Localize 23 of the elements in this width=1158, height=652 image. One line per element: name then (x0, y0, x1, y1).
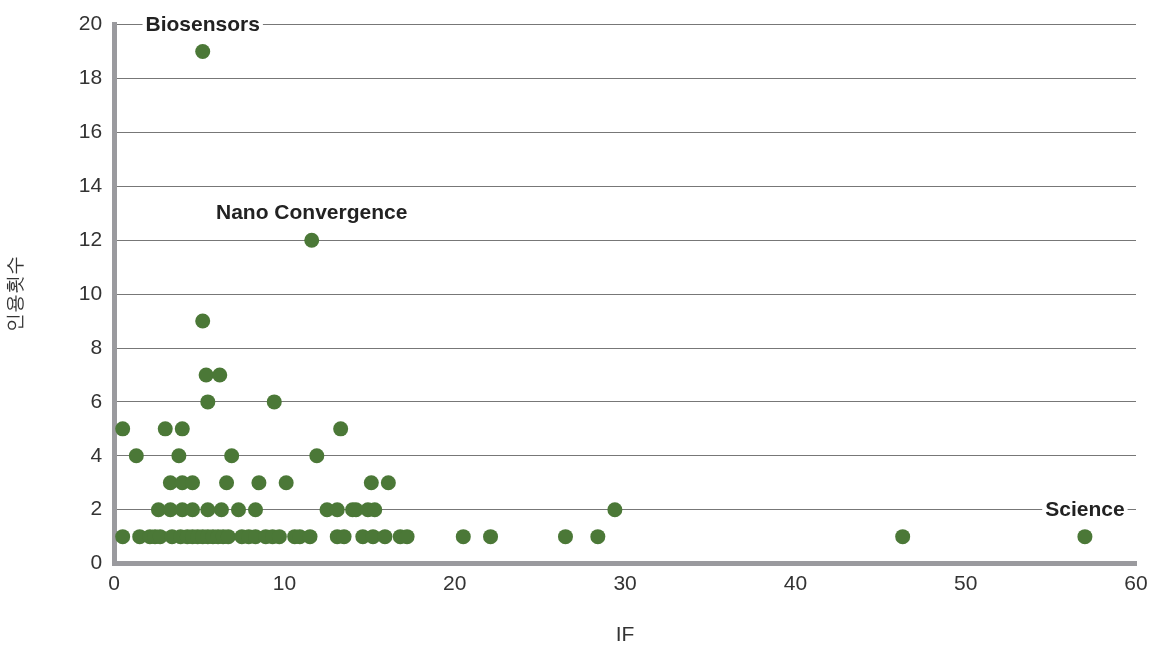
annotation: Science (1045, 496, 1125, 520)
annotation: Biosensors (145, 11, 260, 35)
x-tick-label: 30 (613, 571, 637, 594)
x-axis-title: IF (615, 622, 635, 646)
y-tick-label: 14 (78, 173, 103, 197)
x-tick-label: 20 (443, 571, 467, 594)
x-tick-label: 0 (108, 571, 120, 594)
x-tick-label: 60 (1124, 571, 1148, 594)
y-tick-label: 0 (90, 550, 103, 574)
y-tick-label: 16 (78, 119, 103, 143)
x-tick-label: 10 (272, 571, 297, 594)
y-tick-label: 18 (78, 65, 103, 89)
y-tick-label: 4 (90, 442, 103, 466)
y-tick-label: 10 (78, 280, 103, 304)
y-tick-label: 12 (78, 227, 103, 250)
x-tick-label: 40 (783, 571, 808, 594)
y-axis-title: 인용횟수 (3, 256, 25, 333)
y-tick-label: 20 (78, 11, 103, 35)
annotation: Nano Convergence (216, 200, 408, 224)
y-tick-label: 8 (90, 334, 103, 358)
x-tick-label: 50 (954, 571, 978, 594)
y-tick-label: 2 (90, 496, 103, 520)
y-tick-label: 6 (90, 388, 103, 412)
